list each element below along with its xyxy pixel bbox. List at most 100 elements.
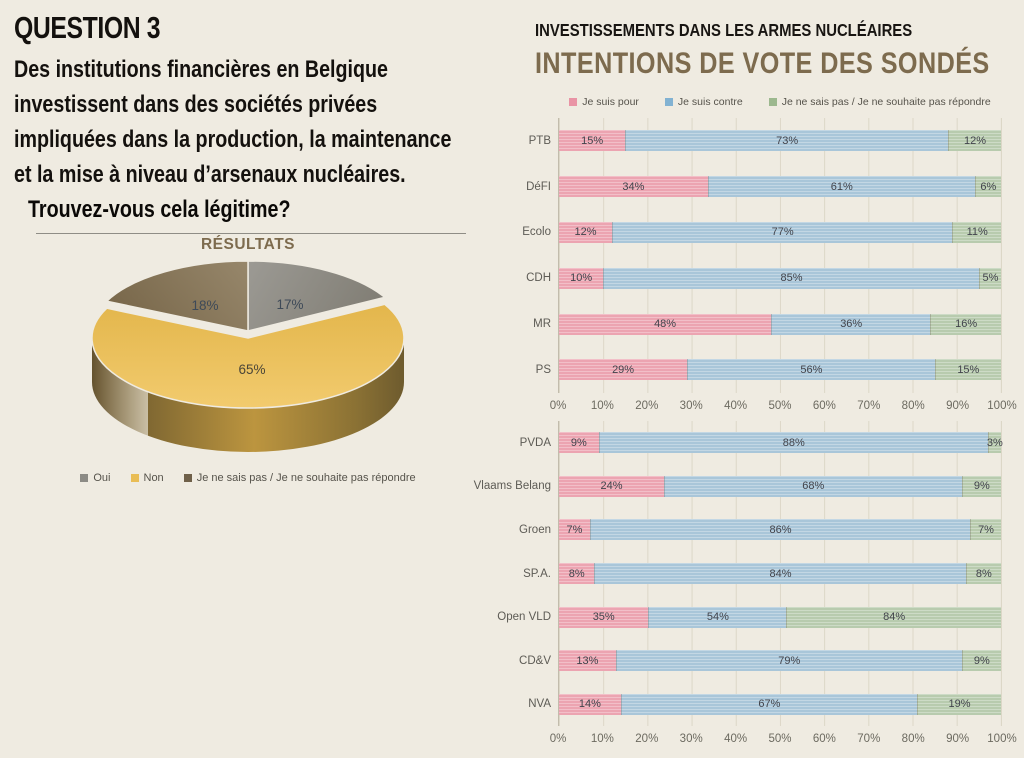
legend-item: Oui: [80, 472, 111, 484]
legend-label: Je ne sais pas / Je ne souhaite pas répo…: [781, 96, 991, 108]
segment-nsp: 9%: [961, 650, 1001, 672]
stacked-bar: 10% 85% 5%: [559, 267, 1001, 289]
bar-row-ecolo: Ecolo 12% 77% 11%: [522, 210, 1001, 256]
stacked-bar: 48% 36% 16%: [559, 313, 1001, 335]
segment-contre: 84%: [594, 563, 966, 585]
legend-item: Je ne sais pas / Je ne souhaite pas répo…: [183, 472, 416, 484]
plot-area: PVDA 9% 88% 3% Vlaams Belang 24% 68% 9% Groen 7% 8…: [474, 421, 1003, 727]
legend-label: Je suis contre: [677, 96, 743, 108]
segment-nsp: 6%: [974, 176, 1001, 198]
question-text: Des institutions financières en Belgique…: [14, 52, 512, 227]
axis-tick: 80%: [901, 733, 925, 746]
axis-tick: 10%: [590, 733, 614, 746]
question-kicker: QUESTION 3: [14, 10, 161, 45]
party-label: PVDA: [519, 436, 551, 449]
stacked-bar: 13% 79% 9%: [559, 650, 1001, 672]
segment-contre: 54%: [648, 606, 787, 628]
axis-tick: 50%: [768, 733, 792, 746]
party-label: CDH: [526, 272, 551, 285]
segment-pour: 12%: [559, 221, 613, 243]
bar-row-open-vld: Open VLD 35% 54% 84%: [497, 595, 1001, 639]
stacked-bar: 9% 88% 3%: [559, 432, 1003, 454]
axis-tick: 60%: [812, 733, 836, 746]
bar-row-cd-v: CD&V 13% 79% 9%: [519, 639, 1001, 683]
party-label: SP.A.: [523, 567, 551, 580]
segment-nsp: 12%: [947, 130, 1001, 152]
segment-contre: 79%: [615, 650, 962, 672]
bar-row-pvda: PVDA 9% 88% 3%: [520, 421, 1003, 465]
legend-swatch-icon: [80, 474, 89, 482]
stacked-bar: 24% 68% 9%: [559, 475, 1001, 497]
segment-contre: 86%: [589, 519, 971, 541]
legend-label: Je suis pour: [582, 96, 639, 108]
stacked-bar: 14% 67% 19%: [559, 693, 1001, 715]
axis-tick: 100%: [987, 733, 1017, 746]
axis-tick: 30%: [679, 399, 703, 412]
segment-pour: 10%: [559, 267, 604, 289]
bar-row-ps: PS 29% 56% 15%: [536, 347, 1001, 393]
bar-row-d-fi: DéFI 34% 61% 6%: [526, 164, 1001, 210]
x-axis: 0% 10% 20% 30% 40% 50% 60% 70% 80% 90% 100%: [550, 733, 1017, 749]
axis-tick: 90%: [946, 399, 970, 412]
segment-nsp: 5%: [978, 267, 1001, 289]
legend-swatch-icon: [130, 474, 139, 482]
segment-contre: 77%: [612, 221, 953, 243]
axis-tick: 70%: [857, 733, 881, 746]
bar-chart-flemish: PVDA 9% 88% 3% Vlaams Belang 24% 68% 9% Groen 7% 8…: [474, 421, 1017, 749]
segment-contre: 61%: [707, 176, 975, 198]
segment-pour: 15%: [559, 130, 626, 152]
segment-pour: 7%: [559, 519, 590, 541]
stacked-bar: 29% 56% 15%: [559, 359, 1001, 381]
axis-tick: 0%: [549, 733, 567, 746]
segment-nsp: 19%: [917, 693, 1001, 715]
pie-value-non: 65%: [238, 362, 265, 377]
legend-swatch-icon: [569, 98, 578, 106]
pie-legend: Oui Non Je ne sais pas / Je ne souhaite pa…: [0, 472, 496, 484]
segment-nsp: 15%: [934, 359, 1001, 381]
segment-pour: 13%: [559, 650, 616, 672]
pie-slice-non: [91, 303, 405, 452]
legend-label: Non: [143, 472, 164, 484]
axis-tick: 40%: [724, 733, 748, 746]
pie-value-oui: 17%: [276, 297, 303, 312]
question-prompt: Trouvez-vous cela légitime?: [28, 196, 291, 223]
segment-pour: 24%: [559, 475, 665, 497]
stacked-bar: 34% 61% 6%: [559, 176, 1001, 198]
segment-nsp: 8%: [965, 563, 1001, 585]
segment-nsp: 3%: [987, 432, 1003, 454]
party-label: Groen: [519, 523, 551, 536]
segment-contre: 73%: [625, 130, 948, 152]
party-label: MR: [533, 318, 551, 331]
party-label: CD&V: [519, 654, 551, 667]
axis-tick: 90%: [946, 733, 970, 746]
pie-value-nsp: 18%: [191, 298, 218, 313]
x-axis: 0% 10% 20% 30% 40% 50% 60% 70% 80% 90% 100%: [550, 399, 1017, 416]
axis-tick: 0%: [549, 399, 567, 412]
axis-tick: 60%: [812, 399, 836, 412]
question-line: investissent dans des sociétés privées: [14, 91, 378, 118]
bar-row-vlaams-belang: Vlaams Belang 24% 68% 9%: [474, 465, 1001, 509]
segment-pour: 29%: [559, 359, 688, 381]
segment-pour: 48%: [559, 313, 772, 335]
segment-pour: 14%: [559, 693, 621, 715]
party-label: DéFI: [526, 180, 551, 193]
bar-chart-title: INTENTIONS DE VOTE DES SONDÉS: [535, 47, 990, 80]
stacked-bar: 7% 86% 7%: [559, 519, 1001, 541]
divider-line: [36, 233, 466, 234]
bar-row-groen: Groen 7% 86% 7%: [519, 508, 1001, 552]
pie-chart: 18% 17% 65%: [91, 260, 405, 452]
stacked-bar: 8% 84% 8%: [559, 563, 1001, 585]
legend-item: Je suis contre: [664, 96, 743, 108]
legend-item: Je suis pour: [569, 96, 639, 108]
question-panel: QUESTION 3 Des institutions financières …: [0, 10, 512, 484]
axis-tick: 10%: [590, 399, 614, 412]
axis-tick: 70%: [857, 399, 881, 412]
legend-swatch-icon: [664, 98, 673, 106]
party-label: Vlaams Belang: [473, 480, 551, 493]
segment-nsp: 9%: [961, 475, 1001, 497]
axis-tick: 100%: [987, 399, 1017, 412]
axis-tick: 20%: [635, 733, 659, 746]
bar-row-cdh: CDH 10% 85% 5%: [526, 255, 1001, 301]
party-label: NVA: [528, 698, 551, 711]
